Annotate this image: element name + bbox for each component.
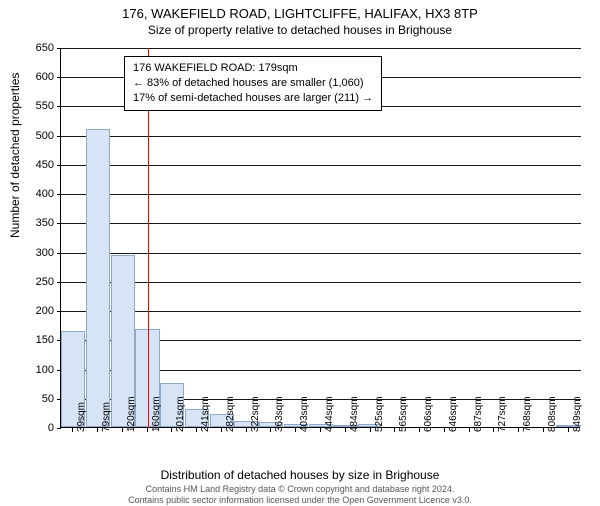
ytick-mark: [57, 77, 61, 78]
ytick-mark: [57, 165, 61, 166]
xtick-label: 201sqm: [175, 396, 186, 432]
info-line-3: 17% of semi-detached houses are larger (…: [133, 91, 373, 106]
xtick-mark: [320, 428, 321, 432]
ytick-label: 450: [14, 159, 54, 171]
xtick-mark: [568, 428, 569, 432]
ytick-label: 300: [14, 247, 54, 259]
chart-title: 176, WAKEFIELD ROAD, LIGHTCLIFFE, HALIFA…: [0, 0, 600, 21]
info-box: 176 WAKEFIELD ROAD: 179sqm ← 83% of deta…: [124, 56, 382, 111]
xtick-mark: [122, 428, 123, 432]
xtick-label: 727sqm: [497, 396, 508, 432]
xtick-mark: [370, 428, 371, 432]
xtick-mark: [295, 428, 296, 432]
ytick-label: 600: [14, 71, 54, 83]
ytick-label: 550: [14, 100, 54, 112]
xtick-label: 39sqm: [76, 402, 87, 432]
xtick-mark: [394, 428, 395, 432]
chart-container: 176, WAKEFIELD ROAD, LIGHTCLIFFE, HALIFA…: [0, 0, 600, 500]
gridline: [61, 223, 581, 224]
xtick-label: 120sqm: [126, 396, 137, 432]
xtick-label: 808sqm: [547, 396, 558, 432]
ytick-mark: [57, 428, 61, 429]
xtick-mark: [221, 428, 222, 432]
ytick-label: 100: [14, 364, 54, 376]
xtick-mark: [270, 428, 271, 432]
xtick-label: 646sqm: [448, 396, 459, 432]
xtick-mark: [518, 428, 519, 432]
histogram-bar: [86, 129, 110, 427]
xtick-mark: [469, 428, 470, 432]
ytick-mark: [57, 136, 61, 137]
xtick-mark: [543, 428, 544, 432]
xtick-label: 565sqm: [398, 396, 409, 432]
ytick-mark: [57, 311, 61, 312]
xtick-label: 282sqm: [225, 396, 236, 432]
ytick-label: 650: [14, 42, 54, 54]
gridline: [61, 165, 581, 166]
gridline: [61, 194, 581, 195]
gridline: [61, 253, 581, 254]
xtick-mark: [345, 428, 346, 432]
xtick-label: 849sqm: [572, 396, 583, 432]
ytick-mark: [57, 282, 61, 283]
xtick-mark: [147, 428, 148, 432]
ytick-label: 350: [14, 217, 54, 229]
xtick-label: 525sqm: [374, 396, 385, 432]
ytick-label: 250: [14, 276, 54, 288]
xtick-mark: [171, 428, 172, 432]
xtick-label: 687sqm: [473, 396, 484, 432]
xtick-mark: [444, 428, 445, 432]
ytick-label: 50: [14, 393, 54, 405]
xtick-mark: [419, 428, 420, 432]
ytick-label: 200: [14, 305, 54, 317]
xtick-label: 79sqm: [101, 402, 112, 432]
ytick-mark: [57, 106, 61, 107]
xtick-label: 241sqm: [200, 396, 211, 432]
xtick-mark: [246, 428, 247, 432]
xtick-mark: [72, 428, 73, 432]
x-axis-label: Distribution of detached houses by size …: [0, 468, 600, 482]
xtick-label: 363sqm: [274, 396, 285, 432]
ytick-label: 400: [14, 188, 54, 200]
ytick-label: 150: [14, 334, 54, 346]
xtick-label: 768sqm: [522, 396, 533, 432]
xtick-label: 484sqm: [349, 396, 360, 432]
xtick-mark: [196, 428, 197, 432]
xtick-label: 160sqm: [151, 396, 162, 432]
ytick-mark: [57, 253, 61, 254]
gridline: [61, 136, 581, 137]
ytick-mark: [57, 48, 61, 49]
footer: Contains HM Land Registry data © Crown c…: [0, 484, 600, 506]
info-line-1: 176 WAKEFIELD ROAD: 179sqm: [133, 61, 373, 76]
ytick-mark: [57, 194, 61, 195]
plot-area: 176 WAKEFIELD ROAD: 179sqm ← 83% of deta…: [60, 48, 580, 428]
xtick-label: 606sqm: [423, 396, 434, 432]
ytick-mark: [57, 223, 61, 224]
y-axis-label: Number of detached properties: [8, 73, 22, 238]
ytick-label: 500: [14, 130, 54, 142]
gridline: [61, 282, 581, 283]
ytick-label: 0: [14, 422, 54, 434]
footer-line-1: Contains HM Land Registry data © Crown c…: [146, 484, 455, 494]
xtick-label: 444sqm: [324, 396, 335, 432]
chart-subtitle: Size of property relative to detached ho…: [0, 21, 600, 37]
xtick-label: 322sqm: [250, 396, 261, 432]
xtick-mark: [97, 428, 98, 432]
gridline: [61, 48, 581, 49]
info-line-2: ← 83% of detached houses are smaller (1,…: [133, 76, 373, 91]
xtick-mark: [493, 428, 494, 432]
xtick-label: 403sqm: [299, 396, 310, 432]
gridline: [61, 311, 581, 312]
